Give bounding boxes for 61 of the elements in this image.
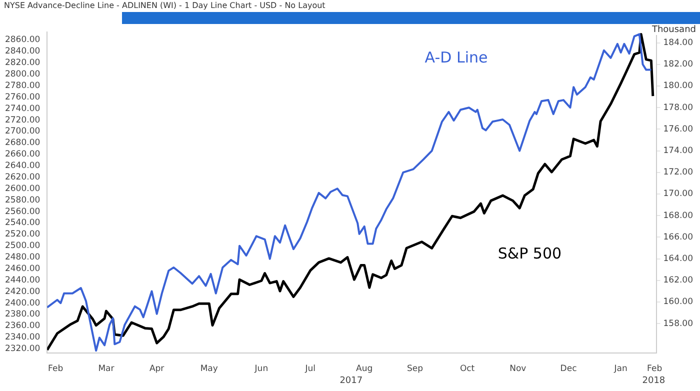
y-tick-label: 2600.00: [4, 184, 40, 194]
text: 2018: [642, 376, 666, 386]
y-tick-label: 2440.00: [4, 275, 40, 286]
y2-tick-label: 160.00: [663, 297, 694, 308]
y-tick-label: 2720.00: [4, 115, 40, 126]
x-tick-label: Dec: [560, 364, 578, 374]
y-tick-label: 2360.00: [4, 321, 40, 332]
y2-tick-label: 184.00: [663, 38, 694, 48]
y-tick-label: 2540.00: [4, 218, 40, 228]
x-tick-label: Nov: [510, 364, 526, 374]
y2-tick-label: 162.00: [663, 276, 694, 286]
y-tick-label: 2500.00: [4, 241, 40, 252]
y2-tick-label: 182.00: [663, 60, 694, 70]
y-tick-label: 2660.00: [4, 150, 40, 160]
x-tick-label: Jun: [254, 364, 268, 374]
y-tick-label: 2740.00: [4, 104, 40, 114]
y2-tick-label: 166.00: [663, 232, 694, 242]
text: S&P 500: [498, 244, 562, 262]
x-tick-label: Aug: [356, 364, 373, 374]
text: A-D Line: [424, 48, 488, 67]
y-tick-label: 2400.00: [4, 298, 40, 308]
y2-tick-label: 178.00: [663, 102, 694, 113]
y2-axis-title: Thousand: [652, 25, 696, 35]
y-tick-label: 2820.00: [4, 58, 40, 68]
y2-tick-label: 158.00: [663, 318, 694, 329]
y2-tick-label: 172.00: [663, 168, 694, 178]
x-tick-label: Apr: [149, 364, 165, 374]
x-tick-label: May: [200, 364, 218, 374]
y-tick-label: 2520.00: [4, 230, 40, 240]
y-tick-label: 2560.00: [4, 206, 40, 217]
y-tick-label: 2480.00: [4, 252, 40, 263]
y2-tick-label: 164.00: [663, 254, 694, 264]
chart-title: NYSE Advance-Decline Line - ADLINEN (WI) - 1 Day Line Chart - USD - No Layout: [4, 1, 326, 10]
y-tick-label: 2340.00: [4, 332, 40, 343]
x-tick-label: Oct: [460, 364, 476, 374]
y2-tick-label: 174.00: [663, 146, 694, 156]
y-tick-label: 2800.00: [4, 70, 40, 80]
y-tick-label: 2420.00: [4, 286, 40, 297]
x-tick-label: Mar: [98, 364, 115, 374]
x-tick-label: Sep: [406, 364, 423, 374]
y-tick-label: 2580.00: [4, 195, 40, 206]
y-tick-label: 2460.00: [4, 264, 40, 274]
y2-tick-label: 180.00: [663, 81, 694, 92]
y-tick-label: 2700.00: [4, 126, 40, 137]
y-tick-label: 2620.00: [4, 172, 40, 182]
x-tick-label: Jan: [613, 364, 628, 374]
x-tick-label: Jul: [304, 364, 316, 374]
y-tick-label: 2840.00: [4, 46, 40, 57]
y-tick-label: 2860.00: [4, 35, 40, 46]
y2-tick-label: 168.00: [663, 210, 694, 221]
text: 2017: [340, 376, 363, 386]
x-tick-label: Feb: [647, 364, 662, 374]
x-tick-label: Feb: [48, 364, 64, 374]
y-tick-label: 2380.00: [4, 310, 40, 320]
y-tick-label: 2320.00: [4, 344, 40, 354]
y-tick-label: 2680.00: [4, 138, 40, 148]
y-tick-label: 2780.00: [4, 80, 40, 91]
y-tick-label: 2640.00: [4, 161, 40, 172]
y-tick-label: 2760.00: [4, 92, 40, 102]
y2-tick-label: 176.00: [663, 124, 694, 134]
y2-tick-label: 170.00: [663, 189, 694, 200]
